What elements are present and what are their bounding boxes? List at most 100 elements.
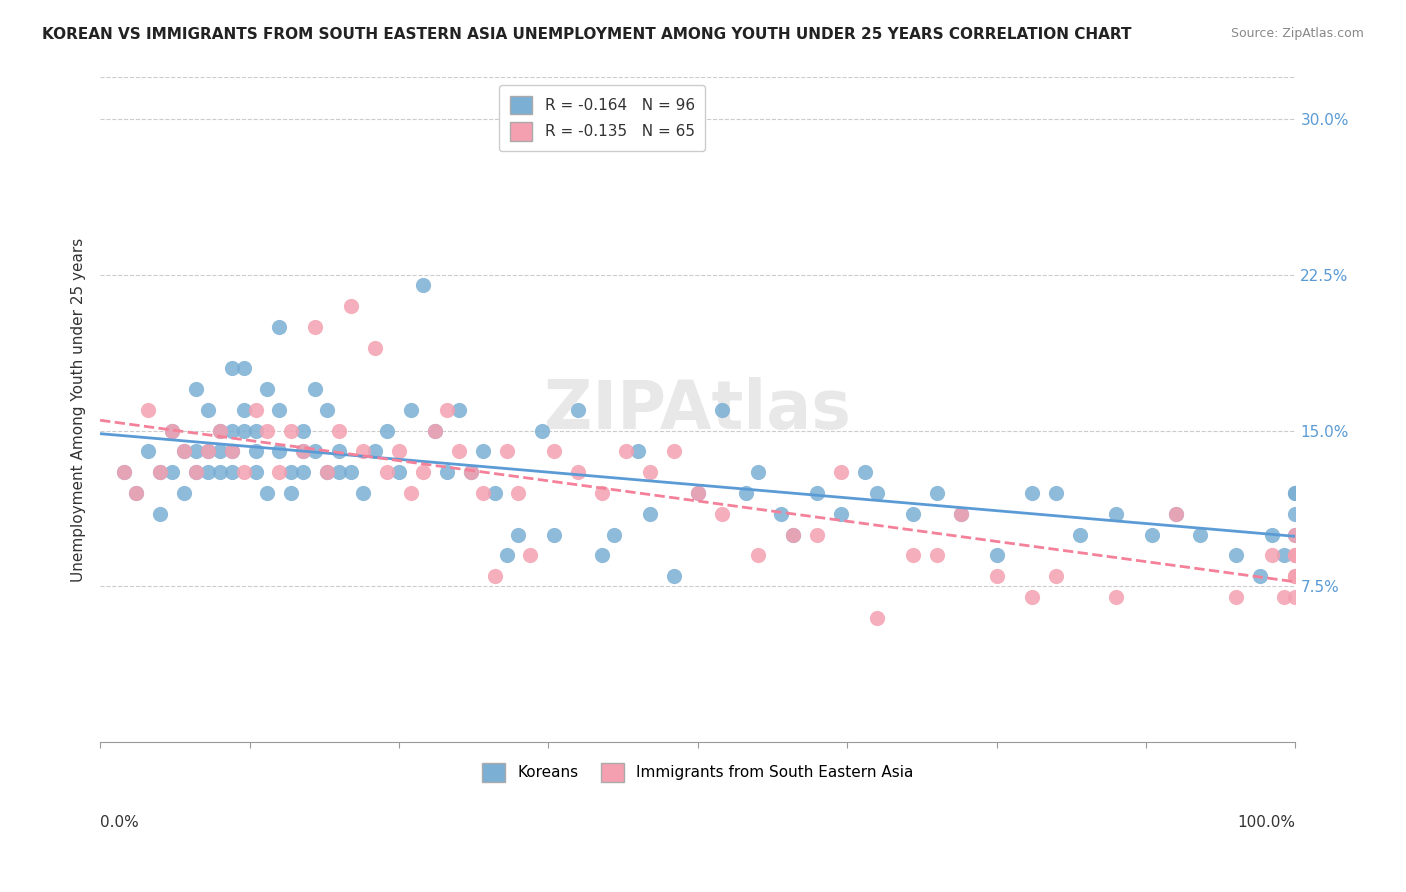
- Point: [901, 549, 924, 563]
- Point: [638, 465, 661, 479]
- Point: [221, 424, 243, 438]
- Text: 100.0%: 100.0%: [1237, 815, 1295, 830]
- Point: [1045, 569, 1067, 583]
- Point: [770, 507, 793, 521]
- Point: [149, 465, 172, 479]
- Point: [269, 402, 291, 417]
- Point: [662, 444, 685, 458]
- Point: [375, 465, 398, 479]
- Point: [782, 527, 804, 541]
- Point: [866, 610, 889, 624]
- Point: [986, 569, 1008, 583]
- Y-axis label: Unemployment Among Youth under 25 years: Unemployment Among Youth under 25 years: [72, 238, 86, 582]
- Text: Source: ZipAtlas.com: Source: ZipAtlas.com: [1230, 27, 1364, 40]
- Point: [603, 527, 626, 541]
- Point: [1284, 569, 1306, 583]
- Point: [1105, 507, 1128, 521]
- Point: [184, 444, 207, 458]
- Point: [567, 465, 589, 479]
- Point: [269, 444, 291, 458]
- Point: [399, 486, 422, 500]
- Point: [1260, 549, 1282, 563]
- Point: [280, 465, 302, 479]
- Point: [1225, 549, 1247, 563]
- Point: [269, 465, 291, 479]
- Point: [710, 402, 733, 417]
- Point: [1272, 590, 1295, 604]
- Point: [460, 465, 482, 479]
- Point: [1284, 590, 1306, 604]
- Point: [508, 486, 530, 500]
- Text: KOREAN VS IMMIGRANTS FROM SOUTH EASTERN ASIA UNEMPLOYMENT AMONG YOUTH UNDER 25 Y: KOREAN VS IMMIGRANTS FROM SOUTH EASTERN …: [42, 27, 1132, 42]
- Point: [484, 569, 506, 583]
- Point: [1284, 527, 1306, 541]
- Point: [292, 444, 315, 458]
- Point: [1164, 507, 1187, 521]
- Point: [221, 465, 243, 479]
- Point: [1045, 486, 1067, 500]
- Point: [245, 424, 267, 438]
- Point: [853, 465, 876, 479]
- Point: [495, 444, 517, 458]
- Point: [245, 444, 267, 458]
- Point: [316, 465, 339, 479]
- Point: [352, 444, 374, 458]
- Point: [591, 549, 613, 563]
- Point: [328, 424, 350, 438]
- Point: [412, 278, 434, 293]
- Point: [269, 319, 291, 334]
- Point: [1021, 590, 1043, 604]
- Point: [412, 465, 434, 479]
- Point: [638, 507, 661, 521]
- Point: [1272, 549, 1295, 563]
- Point: [986, 549, 1008, 563]
- Point: [388, 465, 411, 479]
- Point: [245, 465, 267, 479]
- Point: [232, 361, 254, 376]
- Point: [364, 341, 387, 355]
- Point: [1284, 549, 1306, 563]
- Point: [112, 465, 135, 479]
- Point: [221, 361, 243, 376]
- Text: ZIPAtlas: ZIPAtlas: [544, 376, 851, 442]
- Point: [866, 486, 889, 500]
- Point: [245, 402, 267, 417]
- Point: [1021, 486, 1043, 500]
- Point: [399, 402, 422, 417]
- Point: [1069, 527, 1091, 541]
- Point: [149, 507, 172, 521]
- Point: [160, 465, 183, 479]
- Point: [591, 486, 613, 500]
- Text: 0.0%: 0.0%: [100, 815, 139, 830]
- Point: [949, 507, 972, 521]
- Point: [543, 527, 565, 541]
- Point: [1284, 486, 1306, 500]
- Point: [447, 444, 470, 458]
- Point: [184, 382, 207, 396]
- Point: [149, 465, 172, 479]
- Point: [184, 465, 207, 479]
- Point: [1284, 486, 1306, 500]
- Point: [173, 444, 195, 458]
- Point: [1284, 569, 1306, 583]
- Point: [304, 382, 326, 396]
- Point: [460, 465, 482, 479]
- Point: [806, 486, 828, 500]
- Point: [662, 569, 685, 583]
- Point: [304, 444, 326, 458]
- Point: [1249, 569, 1271, 583]
- Point: [232, 465, 254, 479]
- Point: [292, 424, 315, 438]
- Point: [747, 465, 769, 479]
- Point: [256, 486, 278, 500]
- Point: [567, 402, 589, 417]
- Point: [543, 444, 565, 458]
- Point: [1260, 527, 1282, 541]
- Point: [221, 444, 243, 458]
- Point: [375, 424, 398, 438]
- Point: [495, 549, 517, 563]
- Point: [925, 549, 948, 563]
- Point: [304, 319, 326, 334]
- Point: [292, 444, 315, 458]
- Point: [1105, 590, 1128, 604]
